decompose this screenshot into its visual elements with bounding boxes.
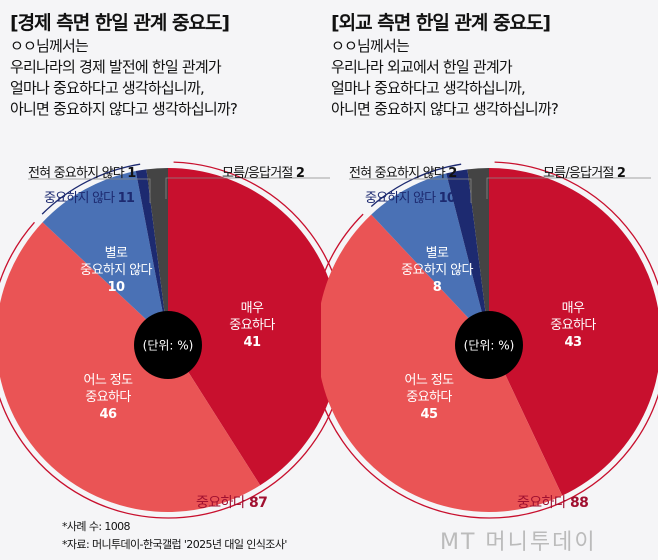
label-not-very: 별로 중요하지 않다 10 bbox=[80, 246, 152, 295]
slice-dont-know bbox=[146, 168, 168, 340]
label-somewhat: 어느 정도 중요하다 46 bbox=[83, 373, 134, 422]
slice-somewhat bbox=[0, 222, 261, 512]
slice-dont-know bbox=[467, 168, 489, 340]
important-arc bbox=[0, 161, 340, 519]
important-arc bbox=[321, 161, 658, 519]
slice-very bbox=[489, 168, 658, 496]
slice-not-very bbox=[371, 173, 489, 340]
sample-size-note: *사례 수: 1008 bbox=[62, 520, 131, 533]
slice-not-at-all bbox=[446, 169, 489, 340]
slice-somewhat bbox=[321, 214, 563, 512]
leader-line bbox=[165, 177, 330, 199]
leader-line bbox=[349, 178, 472, 203]
leader-line bbox=[28, 178, 151, 203]
label-very: 매우 중요하다 41 bbox=[229, 301, 275, 350]
survey-question: ㅇㅇ님께서는 우리나라의 경제 발전에 한일 관계가 얼마나 중요하다고 생각하… bbox=[10, 37, 238, 118]
label-important-total: 중요하다 88 bbox=[517, 495, 589, 511]
slice-very bbox=[168, 168, 340, 486]
leader-line bbox=[486, 177, 651, 199]
slice-not-at-all bbox=[135, 169, 168, 340]
label-somewhat: 어느 정도 중요하다 45 bbox=[404, 373, 455, 422]
label-not-at-all: 전혀 중요하지 않다 2 bbox=[349, 166, 457, 181]
label-dont-know: 모름/응답거절 2 bbox=[222, 166, 305, 181]
unit-label: (단위: %) bbox=[142, 338, 194, 353]
label-dont-know: 모름/응답거절 2 bbox=[543, 166, 626, 181]
pie-chart bbox=[0, 161, 340, 519]
label-not-important: 중요하지 않다 11 bbox=[44, 191, 135, 206]
center-hole bbox=[134, 311, 202, 379]
slice-not-very bbox=[42, 171, 168, 340]
unit-label: (단위: %) bbox=[463, 338, 515, 353]
survey-question: ㅇㅇ님께서는 우리나라 외교에서 한일 관계가 얼마나 중요하다고 생각하십니까… bbox=[331, 37, 559, 118]
label-not-very: 별로 중요하지 않다 8 bbox=[401, 246, 473, 295]
label-not-important: 중요하지 않다 10 bbox=[365, 191, 456, 206]
center-hole bbox=[455, 311, 523, 379]
chart-panel-1: [경제 측면 한일 관계 중요도] ㅇㅇ님께서는 우리나라의 경제 발전에 한일 … bbox=[0, 0, 340, 519]
label-important-total: 중요하다 87 bbox=[196, 495, 268, 511]
not-important-arc bbox=[41, 163, 141, 215]
chart-panel-2: [외교 측면 한일 관계 중요도] ㅇㅇ님께서는 우리나라 외교에서 한일 관계가… bbox=[321, 0, 658, 519]
label-not-at-all: 전혀 중요하지 않다 1 bbox=[28, 166, 136, 181]
pie-chart bbox=[321, 161, 658, 519]
chart-title: [외교 측면 한일 관계 중요도] bbox=[331, 12, 551, 34]
label-very: 매우 중요하다 43 bbox=[550, 301, 596, 350]
chart-title: [경제 측면 한일 관계 중요도] bbox=[10, 12, 230, 34]
source-note: *자료: 머니투데이-한국갤럽 '2025년 대일 인식조사' bbox=[62, 538, 287, 551]
money-today-logo: MT 머니투데이 bbox=[440, 530, 597, 555]
